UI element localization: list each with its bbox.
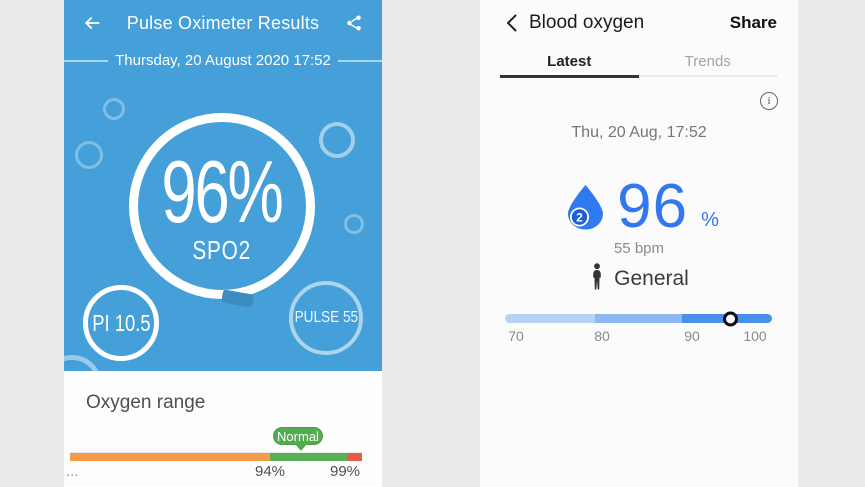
perfusion-index-circle: PI 10.5 xyxy=(83,285,159,361)
scale-tick-70: 70 xyxy=(508,328,524,344)
tab-latest[interactable]: Latest xyxy=(500,50,639,78)
status-badge-pointer xyxy=(295,444,307,451)
decorative-bubble xyxy=(344,214,364,234)
pulse-circle: PULSE 55 xyxy=(289,281,363,355)
range-segment-low xyxy=(70,453,270,461)
decorative-bubble xyxy=(103,98,125,120)
range-segment-normal xyxy=(270,453,347,461)
scale-tick-80: 80 xyxy=(594,328,610,344)
range-segment-high xyxy=(347,453,362,461)
pulse-oximeter-screenshot: Pulse Oximeter Results Thursday, 20 Augu… xyxy=(64,0,382,487)
perfusion-index-value: PI 10.5 xyxy=(91,309,151,336)
chevron-left-icon[interactable] xyxy=(501,12,523,34)
page-title: Blood oxygen xyxy=(529,12,645,33)
blood-oxygen-screenshot: Blood oxygen Share Latest Trends i Thu, … xyxy=(480,0,798,487)
oxygen-drop-icon: 2 xyxy=(567,184,604,230)
tab-bar: Latest Trends xyxy=(500,50,777,78)
spo2-unit: % xyxy=(701,209,719,231)
range-tick-high: 99% xyxy=(329,463,361,480)
measurement-date: Thursday, 20 August 2020 17:52 xyxy=(115,52,331,69)
slider-thumb[interactable] xyxy=(723,311,738,326)
results-panel: Pulse Oximeter Results Thursday, 20 Augu… xyxy=(64,0,382,371)
scale-tick-90: 90 xyxy=(684,328,700,344)
pulse-value: PULSE 55 xyxy=(294,309,358,326)
measurement-mode-row: General xyxy=(480,263,798,295)
range-label-ellipsis: ... xyxy=(66,463,79,480)
share-button[interactable]: Share xyxy=(729,13,777,32)
spo2-value: 96% xyxy=(161,141,285,241)
spo2-label: SPO2 xyxy=(192,235,252,266)
heart-rate-value: 55 bpm xyxy=(613,240,665,257)
date-rule-left xyxy=(64,59,109,62)
oxygen-range-bar xyxy=(70,452,362,461)
decorative-bubble xyxy=(64,355,102,371)
decorative-bubble xyxy=(319,122,355,158)
share-icon[interactable] xyxy=(342,11,366,35)
page-title: Pulse Oximeter Results xyxy=(126,12,320,33)
info-icon[interactable]: i xyxy=(760,92,778,110)
left-app-bar: Pulse Oximeter Results xyxy=(64,0,382,46)
spo2-reading: 2 96 % xyxy=(480,176,798,238)
decorative-bubble xyxy=(75,141,103,169)
measurement-date: Thu, 20 Aug, 17:52 xyxy=(571,124,707,141)
scale-segment-70-80 xyxy=(505,314,595,323)
status-badge: Normal xyxy=(273,427,323,445)
oxygen-range-panel: Oxygen range Normal ... 94% 99% xyxy=(64,371,382,487)
spo2-value: 96 xyxy=(617,172,689,241)
tab-trends[interactable]: Trends xyxy=(638,50,778,78)
person-icon xyxy=(589,263,605,295)
spo2-scale-slider xyxy=(505,311,772,326)
spo2-ring: 96% SPO2 xyxy=(129,113,315,299)
scale-segment-80-90 xyxy=(595,314,682,323)
date-rule-right xyxy=(337,59,382,62)
scale-tick-100: 100 xyxy=(743,328,767,344)
back-arrow-icon[interactable] xyxy=(80,11,104,35)
oxygen-range-title: Oxygen range xyxy=(86,392,206,413)
right-app-bar: Blood oxygen Share xyxy=(480,8,798,38)
range-tick-low: 94% xyxy=(254,463,286,480)
measurement-date-row: Thursday, 20 August 2020 17:52 xyxy=(64,52,382,69)
mode-label: General xyxy=(614,267,689,290)
drop-badge-number: 2 xyxy=(576,210,583,224)
